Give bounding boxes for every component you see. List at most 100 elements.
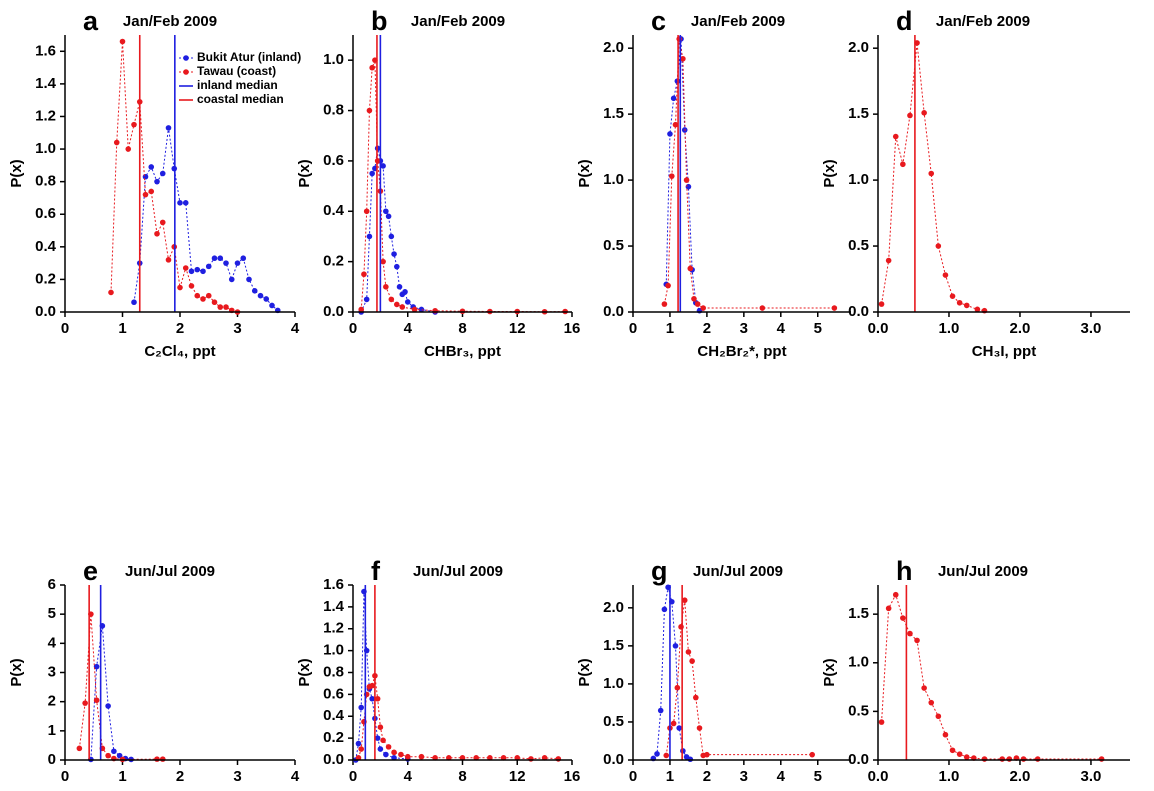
x-tick-label: 2.0: [1010, 320, 1031, 337]
y-tick-label: 0.0: [848, 751, 869, 768]
data-point: [211, 299, 218, 306]
data-point: [418, 753, 425, 760]
data-point: [1034, 756, 1041, 762]
x-tick-label: 8: [458, 320, 466, 337]
axes: [64, 585, 295, 761]
y-tick-label: 0.4: [323, 707, 345, 724]
data-point: [418, 306, 425, 313]
x-tick-label: 12: [509, 768, 526, 785]
data-point: [921, 110, 927, 116]
panel-letter: a: [83, 6, 99, 36]
y-tick-label: 0.0: [323, 303, 344, 320]
data-point: [693, 694, 699, 701]
data-point: [473, 755, 479, 761]
data-point: [200, 296, 206, 302]
data-point: [366, 107, 373, 114]
data-point: [963, 302, 970, 309]
y-axis-label: P(x): [8, 159, 25, 187]
data-point: [223, 304, 229, 310]
data-point: [446, 755, 452, 761]
data-point: [999, 756, 1006, 762]
data-point: [396, 284, 403, 290]
y-tick-label: 1.0: [323, 51, 344, 68]
data-point: [665, 282, 671, 289]
data-point: [76, 745, 83, 752]
data-point: [689, 658, 695, 664]
y-axis-label: P(x): [8, 658, 25, 686]
axes: [352, 585, 572, 761]
data-point: [541, 755, 548, 761]
data-point: [159, 219, 166, 226]
data-point: [394, 263, 400, 270]
data-point: [358, 306, 365, 313]
y-axis-label: P(x): [296, 658, 313, 686]
data-point: [678, 624, 684, 630]
data-point: [663, 752, 670, 759]
data-point: [487, 755, 493, 761]
data-point: [956, 299, 963, 306]
x-tick-label: 0.0: [868, 320, 889, 337]
data-point: [263, 296, 270, 302]
legend-label: Tawau (coast): [197, 64, 276, 78]
data-point: [200, 268, 206, 275]
y-tick-label: 0.5: [848, 702, 869, 719]
y-tick-label: 2.0: [603, 39, 624, 56]
y-tick-label: 1.5: [603, 105, 624, 122]
panel: 0 4 8 12 16 0.0 0.2 0.4 0.6 0.8 1.0 b Jan/Feb 2009 CH…: [296, 6, 580, 360]
y-tick-label: 1.0: [848, 171, 869, 188]
data-point: [555, 756, 562, 762]
x-tick-label: 0: [629, 768, 637, 785]
data-point: [674, 684, 681, 691]
data-point: [411, 306, 418, 313]
y-tick-label: 0.0: [35, 303, 56, 320]
y-tick-label: 1.0: [603, 675, 624, 692]
panel-title: Jan/Feb 2009: [691, 13, 785, 30]
data-point: [269, 302, 275, 309]
y-tick-label: 1.0: [848, 654, 869, 671]
y-tick-label: 0.5: [603, 713, 624, 730]
y-tick-label: 1.6: [323, 576, 344, 593]
x-axis-label: C₂Cl₄, ppt: [144, 343, 215, 360]
data-point: [907, 112, 913, 119]
data-point: [676, 36, 682, 42]
x-tick-label: 0: [349, 768, 357, 785]
y-axis-label: P(x): [576, 658, 593, 686]
data-point: [459, 308, 466, 315]
data-point: [131, 299, 137, 306]
data-point: [528, 756, 534, 762]
data-point: [355, 755, 362, 761]
y-tick-label: 1.0: [35, 140, 56, 157]
panel-letter: b: [371, 6, 388, 36]
data-point: [1006, 756, 1013, 762]
legend-label: inland median: [197, 78, 278, 92]
data-point: [380, 737, 386, 744]
data-point: [228, 276, 235, 283]
y-tick-label: 1.2: [323, 620, 344, 637]
y-tick-label: 2: [48, 693, 56, 710]
x-tick-label: 3.0: [1081, 768, 1102, 785]
data-point: [981, 756, 988, 762]
y-tick-label: 1.5: [848, 605, 869, 622]
data-point: [1098, 756, 1105, 762]
data-point: [366, 233, 373, 240]
x-tick-label: 0: [61, 320, 69, 337]
legend: Bukit Atur (inland)Tawau (coast)inland m…: [179, 50, 301, 106]
data-point: [885, 257, 892, 264]
data-point: [374, 735, 381, 741]
x-tick-label: 4: [291, 320, 300, 337]
data-point: [459, 755, 466, 761]
data-point: [369, 170, 375, 177]
y-axis-label: P(x): [296, 159, 313, 187]
data-point: [1020, 756, 1027, 762]
y-tick-label: 0.8: [35, 173, 56, 190]
x-tick-label: 1.0: [939, 768, 960, 785]
data-point: [211, 255, 218, 262]
series-line: [881, 42, 985, 312]
data-point: [514, 755, 521, 761]
data-point: [657, 707, 664, 714]
y-tick-label: 0.6: [323, 685, 344, 702]
legend-label: Bukit Atur (inland): [197, 50, 301, 64]
data-point: [391, 251, 397, 257]
data-point: [217, 255, 224, 262]
data-point: [377, 746, 384, 752]
